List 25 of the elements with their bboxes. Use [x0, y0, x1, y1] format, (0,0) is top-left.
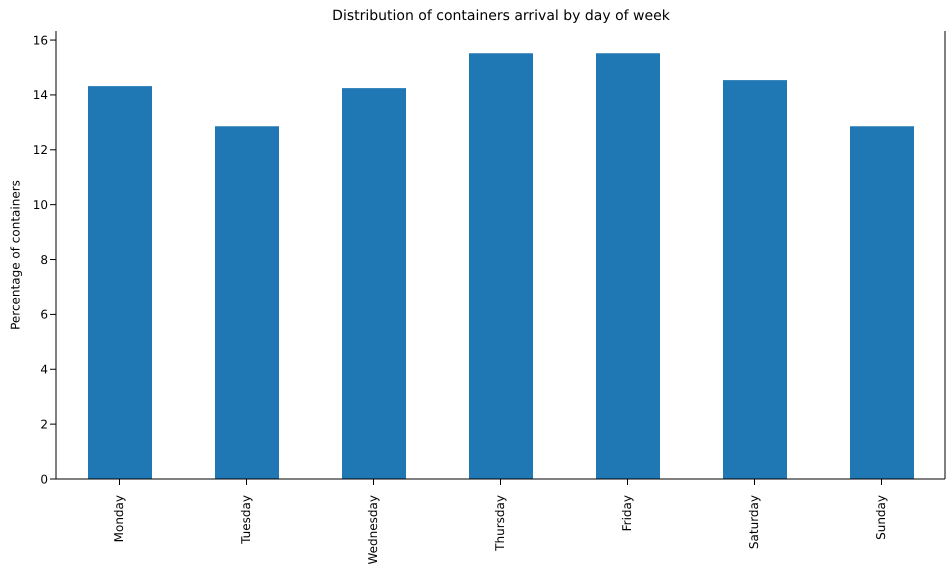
bar	[850, 126, 914, 479]
bar	[215, 126, 279, 479]
bar	[596, 53, 660, 479]
bar	[723, 80, 787, 479]
x-tick-label: Saturday	[746, 495, 761, 550]
y-tick-label: 0	[40, 472, 48, 486]
x-tick-label: Friday	[620, 495, 634, 532]
bar	[88, 86, 152, 479]
y-tick-label: 4	[40, 362, 48, 377]
y-tick-label: 16	[32, 33, 48, 48]
x-tick-label: Tuesday	[238, 495, 253, 545]
y-tick-label: 12	[32, 143, 48, 158]
bar	[469, 53, 533, 479]
x-tick-label: Sunday	[874, 495, 888, 540]
chart-title: Distribution of containers arrival by day of week	[331, 8, 671, 24]
y-tick-label: 10	[32, 198, 48, 212]
x-tick-label: Wednesday	[366, 495, 380, 564]
x-tick-label: Monday	[112, 495, 126, 542]
bar	[342, 88, 406, 479]
x-tick-label: Thursday	[492, 495, 507, 552]
y-axis-title: Percentage of containers	[8, 180, 22, 330]
y-tick-label: 14	[32, 88, 48, 102]
y-tick-label: 2	[40, 417, 48, 432]
y-tick-label: 6	[40, 308, 48, 322]
y-tick-label: 8	[40, 252, 48, 267]
